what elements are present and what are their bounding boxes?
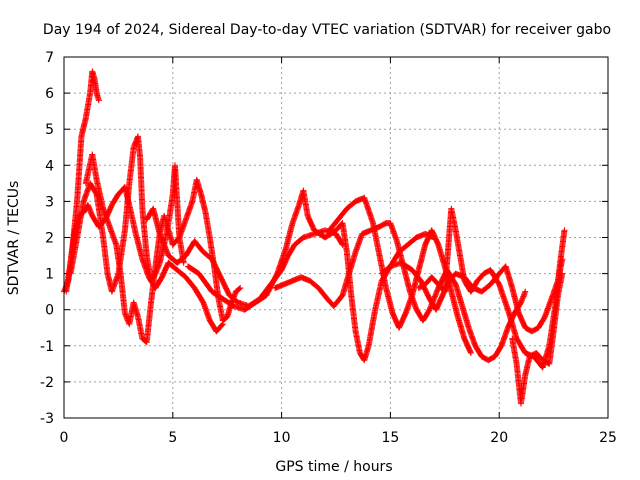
x-tick-label: 20 xyxy=(490,430,508,446)
y-tick-label: 3 xyxy=(45,194,54,210)
x-tick-label: 10 xyxy=(273,430,291,446)
y-tick-label: 7 xyxy=(45,50,54,66)
y-tick-label: -2 xyxy=(40,375,54,391)
series-sat-f xyxy=(272,220,529,364)
series-markers xyxy=(272,220,529,364)
axis-ticks: 0 5 10 15 20 25 -3 -2 -1 0 1 2 3 4 5 6 7 xyxy=(40,50,617,446)
x-tick-label: 5 xyxy=(168,430,177,446)
y-tick-label: -1 xyxy=(40,339,54,355)
series-markers xyxy=(185,187,437,364)
y-tick-label: 5 xyxy=(45,122,54,138)
series-sat-e xyxy=(185,187,437,364)
x-tick-label: 25 xyxy=(599,430,617,446)
series-markers xyxy=(509,270,566,407)
series-sat-d xyxy=(143,205,346,310)
x-axis-label: GPS time / hours xyxy=(275,459,392,475)
series-markers xyxy=(143,205,346,310)
series-sat-h xyxy=(378,256,566,335)
y-tick-label: 4 xyxy=(45,158,54,174)
series-markers xyxy=(63,184,226,335)
y-tick-label: 1 xyxy=(45,267,54,283)
series-markers xyxy=(378,256,566,335)
plot-frame xyxy=(63,56,609,419)
y-tick-label: -3 xyxy=(40,411,54,427)
series-sat-b xyxy=(67,133,187,295)
y-tick-label: 0 xyxy=(45,303,54,319)
chart-title: Day 194 of 2024, Sidereal Day-to-day VTE… xyxy=(43,22,611,38)
y-axis-label: SDTVAR / TECUs xyxy=(6,181,22,296)
data-points xyxy=(61,68,568,407)
x-tick-label: 15 xyxy=(381,430,399,446)
x-tick-label: 0 xyxy=(60,430,69,446)
series-sat-k xyxy=(63,184,226,335)
y-tick-label: 2 xyxy=(45,231,54,247)
y-tick-label: 6 xyxy=(45,86,54,102)
series-markers xyxy=(67,133,187,295)
series-sat-j xyxy=(509,270,566,407)
